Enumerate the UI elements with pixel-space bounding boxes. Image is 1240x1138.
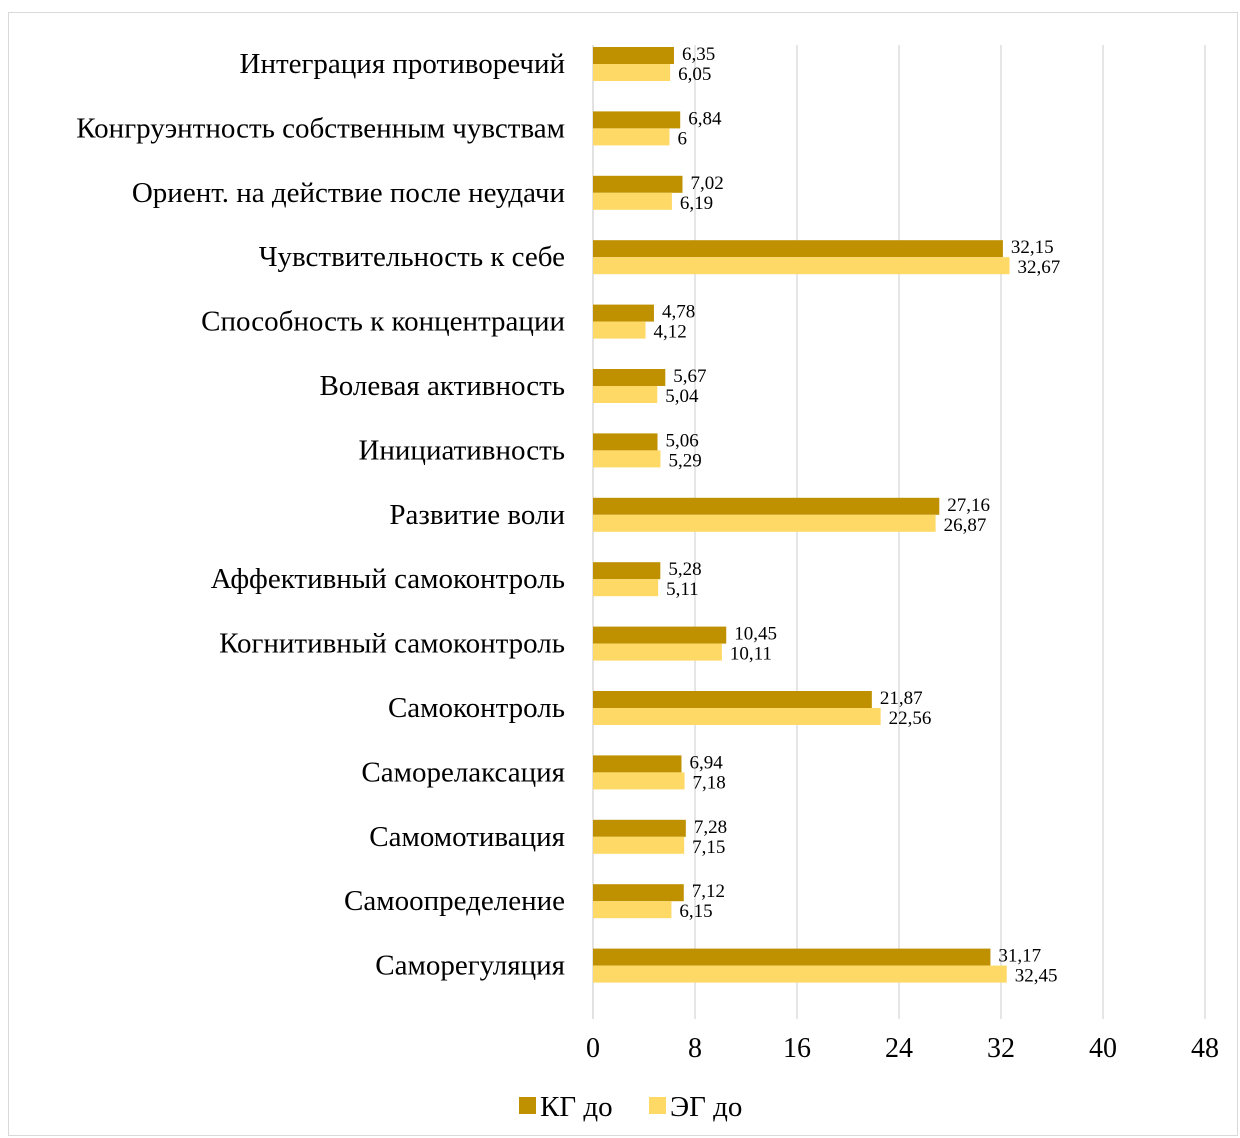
bar-eg bbox=[593, 64, 671, 81]
bar-eg bbox=[593, 579, 659, 597]
category-label: Самомотивация bbox=[369, 821, 565, 853]
bar-kg bbox=[593, 111, 681, 129]
bar-kg bbox=[593, 819, 686, 837]
legend-label-kg: КГ до bbox=[540, 1091, 613, 1123]
data-label: 21,87 bbox=[880, 688, 923, 709]
bar-kg bbox=[593, 240, 1003, 258]
category-label: Инициативность bbox=[358, 434, 565, 466]
bar-kg bbox=[593, 304, 654, 322]
x-tick-label: 0 bbox=[586, 1033, 600, 1064]
bar-kg bbox=[593, 948, 991, 966]
data-label: 7,12 bbox=[692, 881, 725, 902]
data-label: 32,67 bbox=[1018, 257, 1061, 278]
data-label: 7,28 bbox=[694, 817, 727, 838]
bar-eg bbox=[593, 257, 1010, 275]
bar-eg bbox=[593, 901, 672, 919]
data-label: 5,29 bbox=[668, 450, 701, 471]
legend-swatch-kg bbox=[519, 1097, 536, 1114]
data-label: 31,17 bbox=[998, 946, 1041, 967]
bar-kg bbox=[593, 626, 727, 644]
bar-kg bbox=[593, 175, 683, 193]
data-label: 5,04 bbox=[665, 386, 699, 407]
data-label: 26,87 bbox=[944, 515, 987, 536]
data-label: 10,11 bbox=[730, 644, 772, 665]
bar-eg bbox=[593, 965, 1007, 983]
bar-chart: Интеграция противоречий Конгруэнтность со… bbox=[76, 44, 1219, 1123]
bar-eg bbox=[593, 386, 658, 403]
data-label: 6,35 bbox=[682, 44, 715, 65]
data-label: 7,15 bbox=[692, 837, 725, 858]
bar-kg bbox=[593, 433, 658, 451]
legend-label-eg: ЭГ до bbox=[670, 1091, 742, 1123]
data-label: 7,18 bbox=[693, 772, 726, 793]
data-label: 5,06 bbox=[666, 430, 699, 451]
category-label: Волевая активность bbox=[319, 370, 565, 402]
bars bbox=[593, 47, 1010, 983]
bar-eg bbox=[593, 128, 670, 146]
bar-eg bbox=[593, 643, 722, 661]
chart-area: Интеграция противоречий Конгруэнтность со… bbox=[8, 12, 1238, 1136]
data-label: 6,94 bbox=[689, 752, 723, 773]
data-label: 22,56 bbox=[889, 708, 932, 729]
bar-eg bbox=[593, 321, 646, 339]
data-label: 6,05 bbox=[678, 64, 711, 85]
bar-kg bbox=[593, 47, 674, 64]
bar-kg bbox=[593, 369, 666, 386]
bar-eg bbox=[593, 836, 685, 854]
data-label: 5,11 bbox=[666, 579, 699, 600]
data-label: 6,19 bbox=[680, 193, 713, 214]
bar-kg bbox=[593, 562, 661, 580]
bar-eg bbox=[593, 708, 881, 725]
category-label: Самоконтроль bbox=[388, 692, 565, 724]
bar-kg bbox=[593, 884, 684, 902]
legend: КГ до ЭГ до bbox=[519, 1091, 742, 1123]
data-label: 6,84 bbox=[688, 108, 722, 129]
data-label: 6,15 bbox=[679, 901, 712, 922]
data-label: 7,02 bbox=[691, 173, 724, 194]
data-label: 27,16 bbox=[947, 495, 990, 516]
category-label: Чувствительность к себе bbox=[259, 241, 565, 273]
x-tick-label: 16 bbox=[783, 1033, 811, 1064]
data-label: 10,45 bbox=[734, 624, 777, 645]
data-label: 5,67 bbox=[673, 366, 706, 387]
gridlines bbox=[592, 45, 1206, 1019]
x-tick-label: 24 bbox=[885, 1033, 913, 1064]
data-label: 32,15 bbox=[1011, 237, 1054, 258]
x-tick-label: 48 bbox=[1191, 1033, 1219, 1064]
x-axis-ticks: 0 8 16 24 32 40 48 bbox=[586, 1033, 1219, 1064]
bar-eg bbox=[593, 450, 661, 468]
x-tick-label: 32 bbox=[987, 1033, 1015, 1064]
category-label: Саморелаксация bbox=[361, 756, 565, 788]
category-label: Развитие воли bbox=[389, 499, 565, 531]
x-tick-label: 40 bbox=[1089, 1033, 1117, 1064]
category-label: Аффективный самоконтроль bbox=[211, 563, 565, 595]
category-label: Саморегуляция bbox=[375, 950, 565, 982]
bar-kg bbox=[593, 755, 682, 773]
data-label: 32,45 bbox=[1015, 966, 1058, 987]
x-tick-label: 8 bbox=[688, 1033, 702, 1064]
bar-eg bbox=[593, 772, 685, 790]
bar-eg bbox=[593, 514, 936, 532]
legend-swatch-eg bbox=[649, 1097, 666, 1114]
data-label: 6 bbox=[678, 128, 688, 149]
category-labels: Интеграция противоречий Конгруэнтность со… bbox=[76, 48, 565, 982]
bar-kg bbox=[593, 691, 872, 708]
data-label: 4,78 bbox=[662, 302, 695, 323]
data-label: 5,28 bbox=[668, 559, 701, 580]
bar-eg bbox=[593, 192, 672, 210]
category-label: Конгруэнтность собственным чувствам bbox=[76, 112, 565, 144]
category-label: Ориент. на действие после неудачи bbox=[132, 177, 565, 209]
category-label: Способность к концентрации bbox=[201, 306, 565, 338]
bar-kg bbox=[593, 497, 940, 515]
category-label: Интеграция противоречий bbox=[240, 48, 566, 80]
data-label: 4,12 bbox=[654, 322, 687, 343]
category-label: Самоопределение bbox=[344, 885, 565, 917]
category-label: Когнитивный самоконтроль bbox=[219, 628, 565, 660]
